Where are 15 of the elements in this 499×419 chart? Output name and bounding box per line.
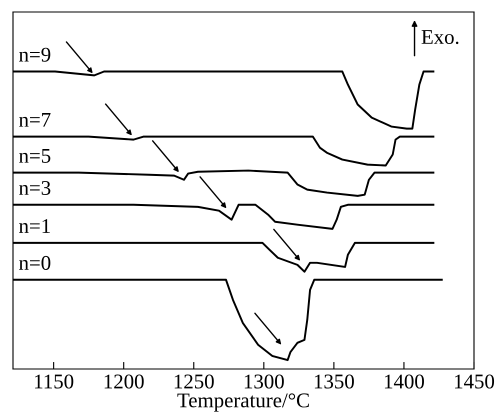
x-tick-label: 1450 bbox=[455, 374, 494, 389]
x-axis-title: Temperature/°C bbox=[177, 393, 309, 412]
x-tick-label: 1150 bbox=[35, 374, 74, 389]
x-tick-label: 1250 bbox=[174, 374, 214, 389]
series-label: n=3 bbox=[19, 180, 50, 195]
x-tick-label: 1400 bbox=[384, 374, 424, 389]
text: Exo. bbox=[422, 30, 458, 44]
x-tick-label: 1300 bbox=[244, 374, 284, 389]
series-label: n=0 bbox=[19, 256, 50, 270]
x-tick-label: 1350 bbox=[314, 374, 354, 389]
series-label: n=5 bbox=[19, 149, 50, 163]
series-label: n=1 bbox=[19, 219, 50, 233]
x-tick-label: 1200 bbox=[104, 374, 144, 389]
series-label: n=7 bbox=[19, 113, 51, 127]
legend-label: n=9 bbox=[19, 48, 50, 62]
